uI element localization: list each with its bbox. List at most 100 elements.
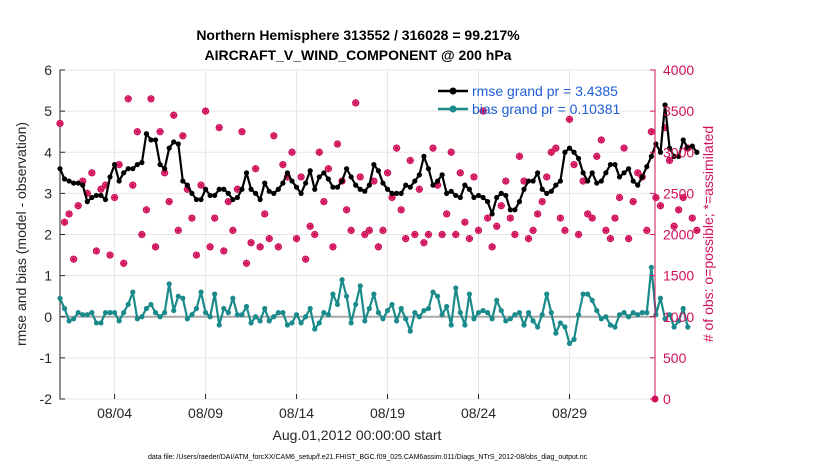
obs-count-point	[315, 148, 323, 156]
series-point	[71, 180, 77, 186]
series-point	[134, 316, 140, 322]
series-point	[589, 170, 595, 176]
obs-count-point	[665, 156, 674, 165]
series-point	[234, 194, 241, 201]
series-point	[175, 293, 181, 299]
series-point	[362, 318, 368, 324]
y-right-tick-label: 1000	[663, 309, 694, 325]
obs-count-point	[643, 226, 651, 234]
y-tick-label: 2	[44, 227, 52, 243]
series-point	[89, 194, 95, 201]
obs-assimilated-marker	[634, 169, 642, 177]
obs-assimilated-marker	[201, 107, 210, 115]
series-point	[321, 170, 327, 176]
obs-assimilated-marker	[483, 214, 492, 222]
series-point	[284, 322, 291, 328]
series-point	[603, 170, 609, 176]
series-point	[448, 188, 454, 194]
obs-assimilated-marker	[161, 169, 169, 177]
obs-assimilated-marker	[438, 230, 446, 239]
series-point	[371, 291, 377, 297]
obs-count-point	[397, 206, 405, 214]
series-point	[330, 184, 336, 190]
series-point	[575, 155, 582, 162]
y-tick-label: -1	[40, 350, 53, 366]
series-point	[516, 310, 523, 316]
series-point	[93, 192, 99, 199]
series-point	[676, 318, 682, 324]
series-point	[425, 305, 432, 312]
series-point	[212, 291, 218, 297]
obs-count-point	[274, 243, 282, 251]
series-point	[225, 310, 231, 316]
obs-count-point	[424, 230, 433, 239]
series-point	[325, 312, 331, 318]
series-point	[434, 293, 441, 299]
obs-assimilated-marker	[170, 111, 178, 119]
obs-assimilated-marker	[70, 255, 78, 263]
y-axis-right-label: # of obs: o=possible; *=assimilated	[700, 126, 716, 342]
obs-count-point	[502, 177, 510, 185]
series-point	[116, 178, 122, 184]
series-point	[594, 307, 600, 314]
series-point	[230, 295, 236, 301]
obs-count-point	[452, 230, 460, 239]
obs-assimilated-marker	[665, 156, 674, 165]
obs-count-point	[402, 235, 410, 243]
obs-count-point	[474, 226, 483, 234]
obs-assimilated-marker	[675, 206, 683, 214]
y-tick-label: 5	[44, 103, 52, 119]
obs-assimilated-marker	[270, 132, 278, 140]
obs-assimilated-marker	[142, 206, 151, 214]
series-point	[598, 316, 604, 322]
obs-assimilated-marker	[256, 243, 264, 251]
obs-assimilated-marker	[320, 198, 328, 206]
obs-assimilated-marker	[565, 115, 574, 123]
obs-assimilated-marker	[215, 123, 223, 132]
series-point	[544, 190, 550, 196]
obs-count-point	[447, 148, 455, 156]
series-point	[334, 301, 341, 308]
obs-count-point	[174, 226, 182, 234]
obs-assimilated-marker	[452, 230, 460, 239]
obs-count-point	[561, 226, 569, 234]
series-point	[453, 192, 459, 199]
series-point	[553, 182, 559, 188]
obs-count-point	[420, 239, 428, 247]
obs-assimilated-marker	[206, 243, 214, 251]
obs-assimilated-marker	[147, 95, 155, 103]
obs-count-point	[547, 148, 555, 156]
bias-series	[57, 264, 691, 347]
obs-count-point	[602, 226, 610, 234]
series-point	[398, 305, 404, 312]
obs-count-point	[538, 198, 546, 206]
series-point	[130, 289, 136, 295]
obs-assimilated-marker	[470, 173, 478, 181]
series-point	[193, 305, 200, 312]
series-point	[189, 190, 195, 196]
obs-assimilated-marker	[283, 173, 292, 181]
series-point	[621, 170, 627, 176]
series-point	[307, 168, 313, 174]
series-point	[61, 176, 68, 182]
series-point	[589, 297, 595, 303]
obs-assimilated-marker	[529, 226, 537, 234]
series-point	[148, 301, 154, 308]
series-point	[380, 180, 386, 186]
legend-bias-label: bias grand pr = 0.10381	[472, 101, 620, 117]
obs-count-point	[170, 111, 178, 119]
obs-assimilated-marker	[534, 210, 542, 218]
obs-count-point	[229, 226, 237, 234]
obs-assimilated-marker	[493, 222, 501, 230]
series-point	[366, 182, 372, 188]
series-point	[480, 194, 486, 201]
obs-assimilated-marker	[347, 226, 355, 234]
series-point	[184, 316, 190, 322]
series-point	[580, 170, 586, 176]
series-point	[384, 186, 391, 192]
series-point	[262, 305, 268, 312]
series-point	[498, 307, 504, 314]
obs-assimilated-marker	[656, 202, 665, 210]
obs-count-point	[411, 230, 419, 239]
series-point	[607, 322, 614, 328]
